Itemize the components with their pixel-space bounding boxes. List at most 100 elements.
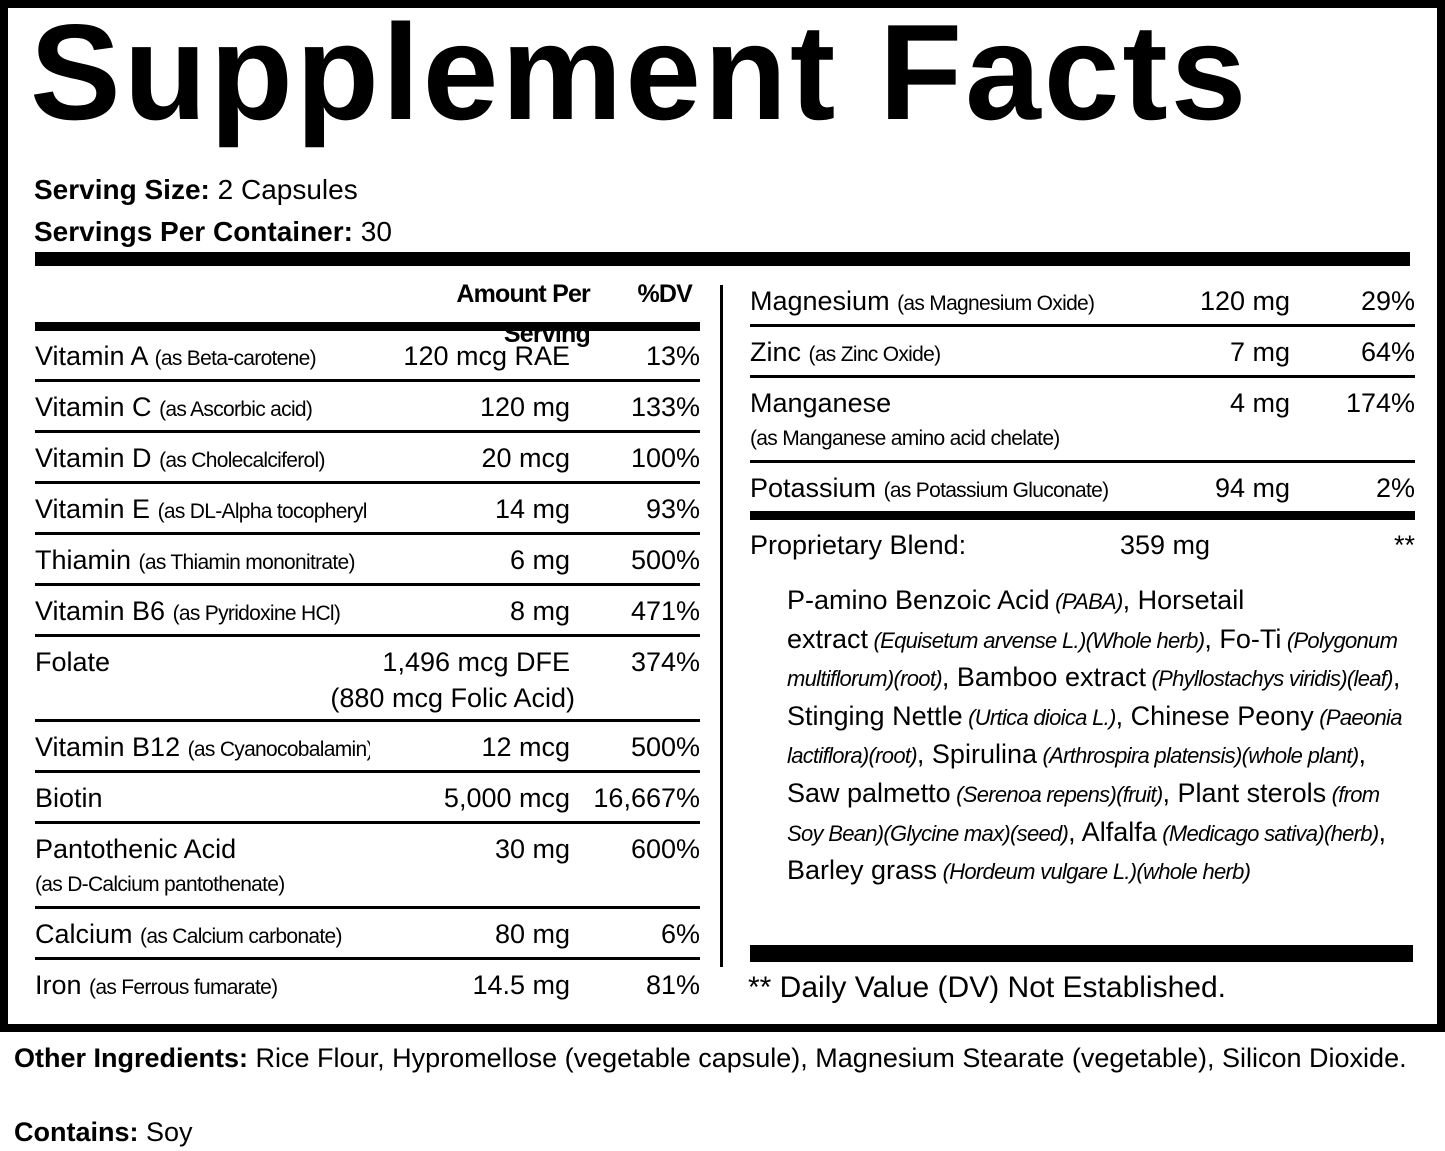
footnote: ** Daily Value (DV) Not Established. xyxy=(748,971,1226,1004)
row-line-2: (880 mcg Folic Acid) xyxy=(35,681,700,715)
ingredient-detail: (Equisetum arvense L.)(Whole herb) xyxy=(873,627,1205,653)
thick-rule xyxy=(35,322,700,331)
nutrient-cell: Vitamin A (as Beta-carotene) xyxy=(35,337,370,375)
nutrient-name: Thiamin xyxy=(35,545,132,575)
row-line: Iron (as Ferrous fumarate) 14.5 mg 81% xyxy=(35,966,700,1004)
nutrient-rows: Vitamin A (as Beta-carotene) 120 mcg RAE 1… xyxy=(35,331,700,1008)
nutrient-cell: Vitamin C (as Ascorbic acid) xyxy=(35,388,370,426)
nutrient-row: Potassium (as Potassium Gluconate) 94 mg 2… xyxy=(750,463,1415,520)
row-line-2: (as D-Calcium pantothenate) xyxy=(35,868,700,902)
nutrient-row: Pantothenic Acid 30 mg 600% (as D-Calcium p… xyxy=(35,824,700,909)
daily-value: 600% xyxy=(630,834,700,864)
nutrient-source: (as Beta-carotene) xyxy=(154,347,317,370)
daily-value: 13% xyxy=(645,341,700,371)
serving-value: 2 Capsules xyxy=(217,174,358,205)
amount: 80 mg xyxy=(494,919,570,949)
row-line: Calcium (as Calcium carbonate) 80 mg 6% xyxy=(35,915,700,953)
nutrient-name: Magnesium xyxy=(750,286,890,316)
ingredient-name: , Barley grass xyxy=(787,816,1386,886)
amount: 14 mg xyxy=(494,494,570,524)
amount-detail: (880 mcg Folic Acid) xyxy=(330,683,575,713)
nutrient-row: Vitamin B12 (as Cyanocobalamin) 12 mcg 500… xyxy=(35,722,700,773)
contains-label: Contains: xyxy=(14,1117,139,1147)
row-line: Vitamin B6 (as Pyridoxine HCl) 8 mg 471% xyxy=(35,592,700,630)
nutrient-name: Vitamin B6 xyxy=(35,596,166,626)
spacer xyxy=(35,681,330,715)
nutrient-source: (as DL-Alpha tocopheryl acetate) xyxy=(157,500,370,523)
ingredient-detail: (Polygonum multiflorum)(root) xyxy=(787,627,1398,692)
nutrient-name: Vitamin C xyxy=(35,392,152,422)
nutrient-cell: Calcium (as Calcium carbonate) xyxy=(35,915,370,953)
nutrient-source: (as Manganese amino acid chelate) xyxy=(750,427,1060,450)
left-column: Amount Per Serving %DV Vitamin A (as Bet… xyxy=(35,274,700,1008)
nutrient-source: (as Calcium carbonate) xyxy=(140,925,342,948)
nutrient-name: Folate xyxy=(35,647,111,677)
daily-value: 64% xyxy=(1360,337,1415,367)
nutrient-cell: Proprietary Blend: xyxy=(750,526,1120,564)
amount: 8 mg xyxy=(509,596,570,626)
amount: 1,496 mcg DFE xyxy=(382,647,570,677)
row-line: Pantothenic Acid 30 mg 600% xyxy=(35,830,700,868)
ingredient-name: , Stinging Nettle xyxy=(787,662,1401,731)
daily-value: 81% xyxy=(645,970,700,1000)
daily-value: 29% xyxy=(1360,286,1415,316)
ingredient-name: , Alfalfa xyxy=(1068,816,1157,847)
spacer xyxy=(35,274,370,314)
ingredient-name: , Bamboo extract xyxy=(941,662,1146,693)
row-line: Potassium (as Potassium Gluconate) 94 mg 2… xyxy=(750,469,1415,507)
other-label: Other Ingredients: xyxy=(14,1043,249,1073)
amount: 120 mg xyxy=(1199,286,1290,316)
row-line-2: (as Manganese amino acid chelate) xyxy=(750,422,1415,456)
amount: 120 mg xyxy=(479,392,570,422)
ingredient-detail: (Serenoa repens)(fruit) xyxy=(956,781,1163,807)
nutrient-cell: Vitamin B12 (as Cyanocobalamin) xyxy=(35,728,370,766)
daily-value: 471% xyxy=(630,596,700,626)
nutrient-name: Calcium xyxy=(35,919,133,949)
daily-value: 16,667% xyxy=(593,783,700,813)
ingredient-detail: (Phyllostachys viridis)(leaf) xyxy=(1151,666,1393,692)
nutrient-name: Proprietary Blend: xyxy=(750,530,967,560)
other-text: Rice Flour, Hypromellose (vegetable caps… xyxy=(255,1043,1407,1073)
nutrient-name: Potassium xyxy=(750,473,877,503)
servings-per-container: Servings Per Container: 30 xyxy=(34,212,392,252)
amount: 14.5 mg xyxy=(472,970,570,1000)
ingredient-detail: (Paeonia lactiflora)(root) xyxy=(787,704,1402,769)
row-line: Manganese 4 mg 174% xyxy=(750,384,1415,422)
amount: 359 mg xyxy=(1120,530,1211,560)
row-line: Vitamin B12 (as Cyanocobalamin) 12 mcg 500… xyxy=(35,728,700,766)
nutrient-cell: Potassium (as Potassium Gluconate) xyxy=(750,469,1120,507)
nutrient-name: Vitamin B12 xyxy=(35,732,181,762)
nutrient-cell: Zinc (as Zinc Oxide) xyxy=(750,333,1120,371)
ingredient-name: , Chinese Peony xyxy=(1115,700,1314,731)
amount: 5,000 mcg xyxy=(443,783,570,813)
ingredient-detail: (Arthrospira platensis)(whole plant) xyxy=(1042,743,1360,769)
row-line: Vitamin E (as DL-Alpha tocopheryl acetat… xyxy=(35,490,700,528)
nutrient-name: Zinc xyxy=(750,337,802,367)
thick-rule xyxy=(35,252,1410,266)
nutrient-cell: Thiamin (as Thiamin mononitrate) xyxy=(35,541,370,579)
nutrient-cell: Vitamin B6 (as Pyridoxine HCl) xyxy=(35,592,370,630)
amount: 30 mg xyxy=(494,834,570,864)
nutrient-source: (as Cyanocobalamin) xyxy=(187,738,370,761)
nutrient-row: Proprietary Blend: 359 mg ** xyxy=(750,520,1415,568)
nutrient-cell: Folate xyxy=(35,643,370,681)
nutrient-cell: Iron (as Ferrous fumarate) xyxy=(35,966,370,1004)
ingredient-detail: (Hordeum vulgare L.)(whole herb) xyxy=(942,859,1251,885)
daily-value: 500% xyxy=(630,545,700,575)
ingredient-name: , Horsetail extract xyxy=(787,585,1245,654)
nutrient-source: (as Thiamin mononitrate) xyxy=(138,551,356,574)
ingredient-name: , Saw palmetto xyxy=(787,739,1366,808)
ingredient-detail: (Medicago sativa)(herb) xyxy=(1162,820,1379,846)
nutrient-source: (as Magnesium Oxide) xyxy=(897,292,1095,315)
daily-value: 2% xyxy=(1375,473,1415,503)
nutrient-row: Biotin 5,000 mcg 16,667% xyxy=(35,773,700,824)
nutrient-cell: Biotin xyxy=(35,779,370,817)
amount: 94 mg xyxy=(1214,473,1290,503)
nutrient-source: (as Potassium Gluconate) xyxy=(883,479,1110,502)
nutrient-cell: Vitamin D (as Cholecalciferol) xyxy=(35,439,370,477)
row-line: Thiamin (as Thiamin mononitrate) 6 mg 500% xyxy=(35,541,700,579)
nutrient-source: (as Zinc Oxide) xyxy=(808,343,942,366)
serving-value: 30 xyxy=(360,216,392,247)
serving-label: Servings Per Container: xyxy=(34,216,353,247)
nutrient-name: Biotin xyxy=(35,783,103,813)
